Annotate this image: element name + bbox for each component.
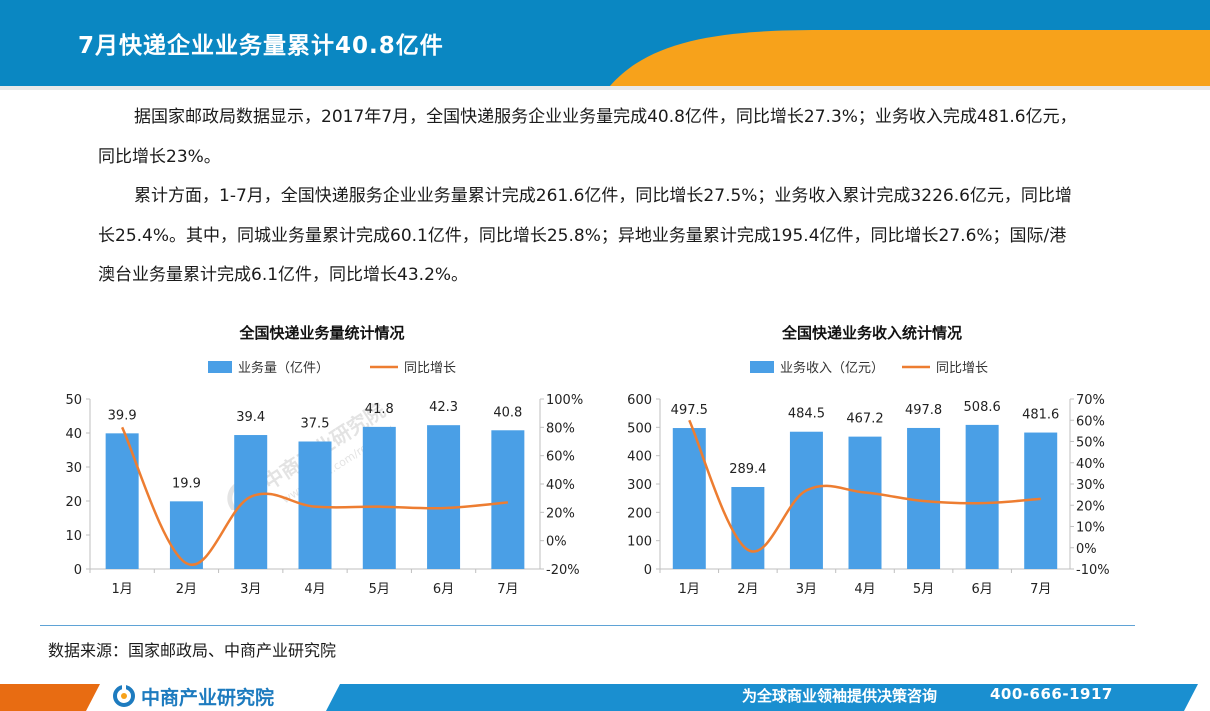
legend-line-label: 同比增长	[936, 361, 988, 376]
page-title: 7月快递企业业务量累计40.8亿件	[78, 33, 444, 59]
y-left-tick-label: 200	[627, 506, 652, 521]
bar-data-label: 42.3	[429, 400, 458, 415]
y-left-tick-label: 500	[627, 421, 652, 436]
x-tick-label: 6月	[433, 582, 454, 597]
x-tick-label: 4月	[854, 582, 875, 597]
bar-data-label: 39.4	[236, 410, 265, 425]
growth-line	[121, 426, 508, 567]
y-right-tick-label: -10%	[1076, 563, 1110, 578]
y-left-tick-label: 20	[65, 495, 82, 510]
bar-data-label: 41.8	[365, 402, 394, 417]
body-text: 据国家邮政局数据显示，2017年7月，全国快递服务企业业务量完成40.8亿件，同…	[98, 98, 1078, 296]
y-right-tick-label: 30%	[1076, 478, 1105, 493]
bar	[427, 425, 461, 569]
legend-bar-label: 业务量（亿件）	[238, 360, 329, 376]
y-left-tick-label: 400	[627, 450, 652, 465]
chart-revenue: 全国快递业务收入统计情况 业务收入（亿元） 同比增长 0 100 200 300 400…	[610, 318, 1170, 608]
y-left-tick-label: 50	[65, 393, 82, 408]
footer-phone: 400-666-1917	[990, 685, 1113, 703]
y-right-tick-label: 20%	[546, 506, 575, 521]
y-right-tick-label: 60%	[546, 450, 575, 465]
y-right-tick-label: 60%	[1076, 414, 1105, 429]
legend-bar-swatch	[208, 361, 232, 373]
y-left-tick-label: 0	[644, 563, 652, 578]
chart-revenue-svg: 全国快递业务收入统计情况 业务收入（亿元） 同比增长 0 100 200 300 400…	[627, 324, 1110, 597]
footer-logo: 中商产业研究院	[112, 683, 274, 709]
y-right-tick-label: 20%	[1076, 499, 1105, 514]
logo-text: 中商产业研究院	[141, 686, 275, 709]
x-tick-label: 3月	[240, 582, 261, 597]
bar-data-label: 37.5	[301, 417, 330, 432]
y-left-tick-label: 10	[65, 529, 82, 544]
paragraph-1: 据国家邮政局数据显示，2017年7月，全国快递服务企业业务量完成40.8亿件，同…	[98, 107, 1077, 167]
legend-bar-swatch	[750, 361, 774, 373]
chart-volume-svg: 全国快递业务量统计情况 业务量（亿件） 同比增长 0 10 20 30 40 50 -20%…	[65, 324, 583, 597]
y-right-tick-label: 40%	[1076, 457, 1105, 472]
bar	[965, 424, 999, 569]
bar	[491, 430, 525, 569]
bar-data-label: 481.6	[1022, 408, 1059, 423]
x-tick-label: 7月	[497, 582, 518, 597]
logo-icon	[113, 684, 135, 707]
x-tick-label: 2月	[176, 582, 197, 597]
y-right-tick-label: 40%	[546, 478, 575, 493]
data-source: 数据来源：国家邮政局、中商产业研究院	[48, 641, 337, 660]
x-tick-label: 4月	[304, 582, 325, 597]
bar-data-label: 497.8	[905, 403, 942, 418]
x-tick-label: 3月	[796, 582, 817, 597]
y-right-tick-label: 50%	[1076, 436, 1105, 451]
bar-data-label: 484.5	[788, 407, 825, 422]
footer-background	[0, 684, 1198, 711]
bar-data-label: 19.9	[172, 476, 201, 491]
bar-data-label: 39.9	[108, 408, 137, 423]
x-tick-label: 1月	[679, 582, 700, 597]
y-left-tick-label: 0	[74, 563, 82, 578]
y-right-tick-label: 0%	[546, 535, 567, 550]
y-right-tick-label: 100%	[546, 393, 583, 408]
bar	[169, 501, 203, 569]
legend-line-label: 同比增长	[404, 361, 456, 376]
x-tick-label: 5月	[369, 582, 390, 597]
source-divider	[40, 625, 1135, 626]
x-tick-label: 6月	[972, 582, 993, 597]
y-right-tick-label: -20%	[546, 563, 580, 578]
bar	[731, 487, 765, 569]
x-tick-label: 5月	[913, 582, 934, 597]
paragraph-2: 累计方面，1-7月，全国快递服务企业业务量累计完成261.6亿件，同比增长27.…	[98, 186, 1072, 285]
bar-data-label: 508.6	[964, 400, 1001, 415]
footer-slogan: 为全球商业领袖提供决策咨询	[742, 687, 938, 705]
chart-title: 全国快递业务收入统计情况	[781, 324, 962, 342]
y-left-tick-label: 30	[65, 461, 82, 476]
growth-line	[688, 419, 1041, 553]
y-right-tick-label: 80%	[546, 421, 575, 436]
bar-data-label: 289.4	[729, 462, 766, 477]
legend-bar-label: 业务收入（亿元）	[780, 360, 884, 376]
x-tick-label: 7月	[1030, 582, 1051, 597]
bar-data-label: 467.2	[846, 412, 883, 427]
x-tick-label: 2月	[737, 582, 758, 597]
bar	[234, 435, 268, 569]
chart-volume: 全国快递业务量统计情况 业务量（亿件） 同比增长 0 10 20 30 40 50 -20%…	[40, 318, 600, 608]
y-right-tick-label: 70%	[1076, 393, 1105, 408]
y-right-tick-label: 10%	[1076, 521, 1105, 536]
bar-data-label: 40.8	[493, 405, 522, 420]
bar	[362, 426, 396, 569]
x-tick-label: 1月	[112, 582, 133, 597]
y-left-tick-label: 100	[627, 535, 652, 550]
y-left-tick-label: 300	[627, 478, 652, 493]
footer-bar	[0, 681, 1210, 711]
chart-title: 全国快递业务量统计情况	[238, 324, 404, 342]
y-left-tick-label: 40	[65, 427, 82, 442]
y-right-tick-label: 0%	[1076, 542, 1097, 557]
header-banner: 7月快递企业业务量累计40.8亿件	[0, 0, 1210, 92]
header-background	[0, 0, 1210, 90]
bar	[848, 436, 882, 569]
y-left-tick-label: 600	[627, 393, 652, 408]
bar-data-label: 497.5	[671, 403, 708, 418]
